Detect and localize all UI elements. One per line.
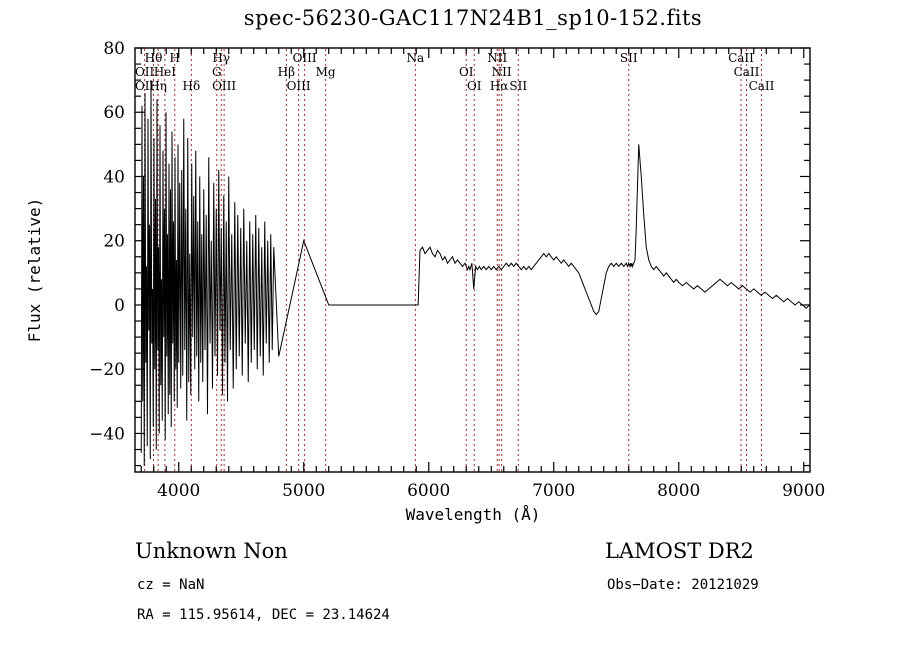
x-tick-label: 6000 (407, 481, 450, 501)
cz-text: cz = NaN (137, 577, 204, 593)
spectral-line-labels: OIIOIIHηHθHeIHHδGHγOIIIHβOIIIOIIIMgNaOIO… (135, 51, 775, 93)
spectral-line-label: OIII (293, 51, 317, 65)
spectral-line-label: Hα (490, 79, 509, 93)
y-tick-label: 60 (103, 103, 125, 123)
obsdate-text: Obs−Date: 20121029 (607, 577, 759, 593)
spectral-line-label: Mg (316, 65, 336, 79)
spectral-line-label: Na (407, 51, 425, 65)
spectral-line-label: SII (620, 51, 638, 65)
spectral-line-guides (144, 49, 762, 471)
y-tick-label: −40 (89, 424, 125, 444)
spectral-line-label: G (212, 65, 222, 79)
spectrum-trace-group (140, 80, 810, 466)
spectrum-trace (140, 80, 810, 466)
spectral-line-label: Hη (149, 79, 167, 93)
spectral-line-label: H (170, 51, 180, 65)
y-tick-label: −20 (89, 360, 125, 380)
x-tick-label: 9000 (782, 481, 825, 501)
spectral-line-label: OII (135, 79, 155, 93)
coords-text: RA = 115.95614, DEC = 23.14624 (137, 607, 390, 623)
spectral-line-label: Hθ (145, 51, 163, 65)
spectral-line-label: OIII (212, 79, 236, 93)
spectral-line-label: OIII (287, 79, 311, 93)
spectral-line-label: OI (467, 79, 482, 93)
x-tick-labels: 4000 5000 6000 7000 8000 9000 (157, 481, 825, 501)
spectral-line-label: OI (459, 65, 474, 79)
x-tick-label: 4000 (157, 481, 200, 501)
y-tick-label: 0 (114, 296, 125, 316)
plot-frame (134, 47, 811, 473)
x-tick-label: 8000 (657, 481, 700, 501)
y-axis-title: Flux (relative) (25, 198, 44, 343)
y-tick-label: 40 (103, 167, 125, 187)
spectral-line-label: CaII (734, 65, 760, 79)
spectral-line-label: Hβ (278, 65, 295, 79)
spectral-line-label: NII (487, 51, 507, 65)
spectral-line-label: HeI (154, 65, 177, 79)
y-tick-label: 80 (103, 39, 125, 59)
object-class-text: Unknown Non (135, 539, 288, 563)
spectral-line-label: Hγ (212, 51, 230, 65)
x-axis-title: Wavelength (Å) (406, 505, 541, 524)
axis-ticks (135, 47, 810, 472)
survey-text: LAMOST DR2 (605, 539, 754, 563)
spectral-line-label: SII (509, 79, 527, 93)
y-tick-label: 20 (103, 232, 125, 252)
x-tick-label: 7000 (532, 481, 575, 501)
spectral-line-label: CaII (749, 79, 775, 93)
y-tick-labels: 80 60 40 20 0 −20 −40 (89, 39, 125, 444)
spectral-line-label: OII (135, 65, 155, 79)
page-title: spec-56230-GAC117N24B1_sp10-152.fits (244, 6, 702, 30)
spectral-line-label: NII (492, 65, 512, 79)
spectral-line-label: CaII (728, 51, 754, 65)
x-tick-label: 5000 (282, 481, 325, 501)
spectral-line-label: Hδ (183, 79, 201, 93)
